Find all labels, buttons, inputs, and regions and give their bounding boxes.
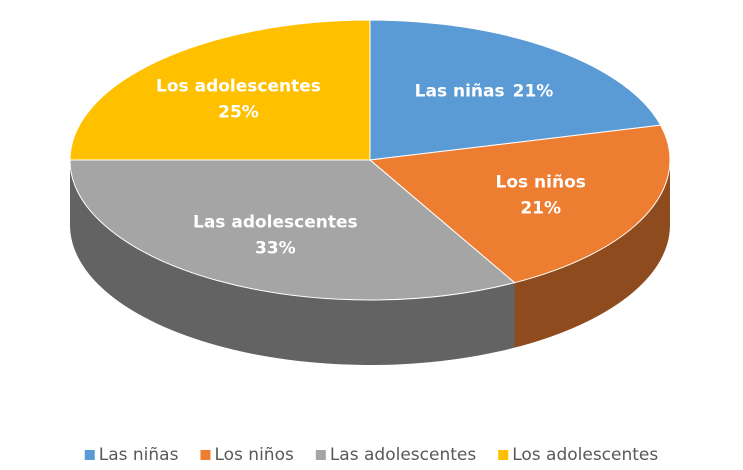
legend-label: Las adolescentes xyxy=(330,445,477,465)
legend-swatch xyxy=(498,450,509,460)
data-label-value: 33% xyxy=(255,239,296,259)
data-label-value: 21% xyxy=(520,198,561,218)
slice-side xyxy=(514,160,670,348)
data-label: Los adolescentes 25% xyxy=(156,77,321,123)
slice-side xyxy=(70,160,515,365)
data-label-value: 25% xyxy=(218,103,259,123)
data-label-category: Las adolescentes xyxy=(193,213,358,233)
data-label-category: Los adolescentes xyxy=(156,77,321,97)
legend-label: Los adolescentes xyxy=(512,445,658,465)
slice xyxy=(369,19,662,161)
legend-label: Los niños xyxy=(214,445,294,465)
slice xyxy=(69,159,516,301)
data-label: Los niños 21% xyxy=(496,172,586,218)
slice xyxy=(368,124,671,284)
legend-swatch xyxy=(200,450,211,460)
slice xyxy=(69,19,371,161)
data-label: Las adolescentes 33% xyxy=(193,213,358,259)
data-label-value: 21% xyxy=(513,81,554,101)
legend-swatch xyxy=(84,450,95,460)
data-label-category: Las niñas xyxy=(415,81,505,101)
legend-swatch xyxy=(315,450,326,460)
legend-label: Las niñas xyxy=(99,445,179,465)
data-label: Las niñas 21% xyxy=(415,81,554,101)
data-label-category: Los niños xyxy=(496,172,586,192)
legend: Las niñas Los niños Las adolescentes Los ad… xyxy=(84,445,658,465)
